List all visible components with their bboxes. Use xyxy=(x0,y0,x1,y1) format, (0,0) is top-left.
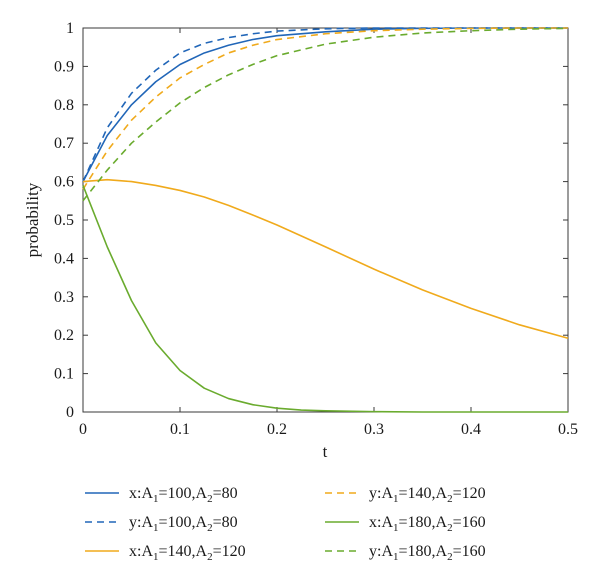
legend-text-part: =160 xyxy=(453,514,486,531)
y-tick-label: 0.7 xyxy=(54,135,74,152)
y-tick-label: 0.6 xyxy=(54,174,74,191)
legend-text-part: =100,A xyxy=(159,514,208,531)
series-line-5 xyxy=(82,185,568,413)
y-axis-label: probability xyxy=(23,182,42,257)
legend-entry: x:A1=180,A2=160 xyxy=(325,514,486,534)
legend-text-part: =80 xyxy=(213,514,238,531)
legend-text-part: x:A xyxy=(129,485,153,502)
series-lines xyxy=(82,27,569,413)
legend-text-part: =180,A xyxy=(399,543,448,560)
legend-label: x:A1=180,A2=160 xyxy=(369,514,486,534)
legend-entry: y:A1=180,A2=160 xyxy=(325,543,486,563)
y-tick-label: 0.2 xyxy=(54,327,74,344)
x-tick-label: 0 xyxy=(79,421,87,438)
legend: x:A1=100,A2=80y:A1=100,A2=80x:A1=140,A2=… xyxy=(85,485,486,563)
legend-label: x:A1=140,A2=120 xyxy=(129,543,246,563)
legend-text-part: =140,A xyxy=(159,543,208,560)
legend-subscript: 2 xyxy=(207,493,213,505)
legend-text-part: =100,A xyxy=(159,485,208,502)
legend-subscript: 1 xyxy=(393,522,399,534)
legend-text-part: =80 xyxy=(213,485,238,502)
series-line-2 xyxy=(82,27,568,182)
series-line-3 xyxy=(82,178,569,340)
legend-text-part: =140,A xyxy=(399,485,448,502)
legend-text-part: x:A xyxy=(369,514,393,531)
legend-label: x:A1=100,A2=80 xyxy=(129,485,238,505)
legend-entry: y:A1=100,A2=80 xyxy=(85,514,238,534)
legend-subscript: 1 xyxy=(153,522,159,534)
legend-text-part: y:A xyxy=(369,485,393,502)
axis-ticks: 0 0.1 0.2 0.3 0.4 0.5 0 0.1 0.2 0.3 0.4 0.5 0.6 0.7 0.… xyxy=(54,20,578,438)
legend-subscript: 2 xyxy=(447,493,453,505)
plot-frame xyxy=(82,27,569,413)
legend-text-part: y:A xyxy=(129,514,153,531)
y-tick-label: 0 xyxy=(66,404,74,421)
legend-entry: x:A1=100,A2=80 xyxy=(85,485,238,505)
x-tick-label: 0.2 xyxy=(267,421,287,438)
x-axis-label: t xyxy=(323,442,328,461)
y-tick-label: 0.5 xyxy=(54,212,74,229)
x-tick-label: 0.3 xyxy=(364,421,384,438)
series-line-6 xyxy=(82,27,569,202)
legend-text-part: =160 xyxy=(453,543,486,560)
legend-text-part: =120 xyxy=(213,543,246,560)
legend-subscript: 1 xyxy=(153,551,159,563)
legend-subscript: 1 xyxy=(393,493,399,505)
legend-subscript: 2 xyxy=(207,551,213,563)
y-tick-label: 0.3 xyxy=(54,289,74,306)
series-line-4 xyxy=(82,27,568,190)
legend-label: y:A1=100,A2=80 xyxy=(129,514,238,534)
legend-subscript: 1 xyxy=(153,493,159,505)
legend-subscript: 2 xyxy=(447,551,453,563)
legend-subscript: 2 xyxy=(207,522,213,534)
legend-label: y:A1=140,A2=120 xyxy=(369,485,486,505)
x-tick-label: 0.4 xyxy=(461,421,481,438)
legend-entry: y:A1=140,A2=120 xyxy=(325,485,486,505)
y-tick-label: 1 xyxy=(66,20,74,37)
legend-label: y:A1=180,A2=160 xyxy=(369,543,486,563)
x-tick-label: 0.1 xyxy=(170,421,190,438)
series-line-1 xyxy=(82,27,568,182)
legend-text-part: =180,A xyxy=(399,514,448,531)
legend-text-part: =120 xyxy=(453,485,486,502)
y-tick-label: 0.9 xyxy=(54,58,74,75)
legend-subscript: 2 xyxy=(447,522,453,534)
y-tick-label: 0.8 xyxy=(54,97,74,114)
y-tick-label: 0.4 xyxy=(54,250,74,267)
y-tick-label: 0.1 xyxy=(54,366,74,383)
legend-subscript: 1 xyxy=(393,551,399,563)
x-tick-label: 0.5 xyxy=(558,421,578,438)
legend-text-part: y:A xyxy=(369,543,393,560)
legend-entry: x:A1=140,A2=120 xyxy=(85,543,246,563)
legend-text-part: x:A xyxy=(129,543,153,560)
